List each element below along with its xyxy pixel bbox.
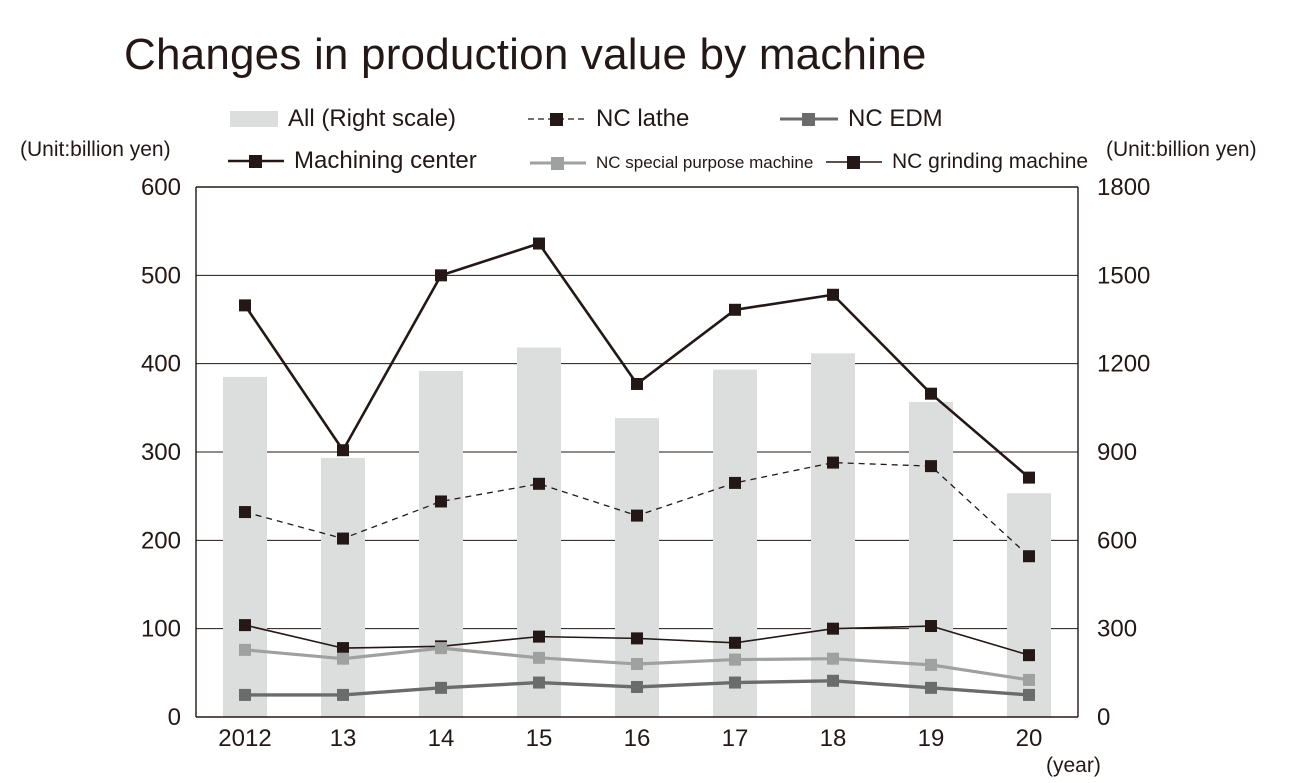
x-tick-label: 13 [330, 725, 357, 752]
x-tick-label: 2012 [218, 725, 271, 752]
series-point [435, 269, 447, 282]
legend-swatch-machining-center [228, 155, 284, 168]
series-lines [239, 237, 1035, 701]
axes [195, 186, 1079, 718]
series-point [239, 619, 251, 632]
series-point [925, 460, 937, 473]
series-point [533, 630, 545, 643]
legend-item-nc-grinding: NC grinding machine [826, 150, 1088, 174]
x-tick-label: 17 [722, 725, 749, 752]
bar-all [615, 418, 659, 717]
series-point [729, 303, 741, 316]
series-point [533, 477, 545, 490]
legend-label-nc-grinding: NC grinding machine [892, 150, 1089, 173]
series-point [925, 658, 937, 671]
left-axis-unit: (Unit:billion yen) [20, 138, 171, 161]
series-point [1023, 471, 1035, 484]
series-point [239, 506, 251, 519]
series-point [631, 509, 643, 522]
series-point [631, 632, 643, 645]
series-point [631, 680, 643, 693]
left-tick-label: 300 [141, 439, 181, 466]
series-point [239, 643, 251, 656]
bar-all [419, 371, 463, 717]
series-point [1023, 688, 1035, 701]
series-point [337, 688, 349, 701]
bar-all [223, 376, 267, 717]
left-tick-label: 100 [141, 616, 181, 643]
chart-title: Changes in production value by machine [124, 30, 927, 79]
series-point [925, 681, 937, 694]
x-tick-label: 16 [624, 725, 651, 752]
series-point [827, 456, 839, 469]
left-tick-label: 400 [141, 351, 181, 378]
series-point [925, 387, 937, 400]
legend-label-machining-center: Machining center [294, 147, 477, 174]
series-point [337, 652, 349, 665]
series-point [1023, 649, 1035, 662]
legend-swatch-nc-edm [780, 113, 838, 126]
left-tick-label: 500 [141, 262, 181, 289]
left-tick-label: 200 [141, 527, 181, 554]
x-tick-label: 15 [526, 725, 553, 752]
series-point [337, 444, 349, 457]
right-axis-unit: (Unit:billion yen) [1106, 138, 1257, 161]
series-point [827, 674, 839, 687]
legend-swatch-all [230, 111, 278, 127]
x-tick-label: 14 [428, 725, 455, 752]
series-point [827, 288, 839, 301]
series-point [533, 237, 545, 250]
legend-item-nc-lathe: NC lathe [528, 105, 689, 133]
series-point [337, 642, 349, 655]
series-point [533, 651, 545, 664]
series-point [435, 642, 447, 655]
series-point [631, 658, 643, 670]
legend-label-nc-lathe: NC lathe [596, 105, 690, 132]
legend-label-nc-special: NC special purpose machine [596, 153, 814, 172]
right-tick-label: 0 [1097, 704, 1110, 731]
legend-label-nc-edm: NC EDM [848, 105, 943, 132]
series-point [925, 620, 937, 633]
left-tick-label: 0 [168, 704, 181, 731]
right-tick-label: 300 [1097, 616, 1137, 643]
bar-all [321, 457, 365, 717]
legend-swatch-nc-grinding [826, 156, 882, 169]
x-tick-label: 19 [918, 725, 945, 752]
series-point [239, 299, 251, 312]
legend-label-all: All (Right scale) [288, 105, 457, 132]
x-tick-label: 20 [1016, 725, 1043, 752]
right-tick-label: 1800 [1097, 174, 1150, 201]
right-tick-label: 600 [1097, 527, 1137, 554]
x-axis-unit: (year) [1046, 754, 1101, 777]
series-point [729, 676, 741, 689]
series-point [337, 532, 349, 545]
legend-item-all: All (Right scale) [230, 105, 456, 133]
series-point [1023, 673, 1035, 686]
series-point [729, 653, 741, 666]
series-point [1023, 550, 1035, 563]
legend-swatch-nc-special [530, 157, 586, 170]
series-point [729, 476, 741, 489]
legend-swatch-nc-lathe [528, 113, 586, 126]
legend-item-nc-special: NC special purpose machine [530, 153, 813, 173]
series-point [435, 681, 447, 694]
tick-labels: 0 100 200 300 400 500 600 0 300 600 900 1200 1500 180… [141, 174, 1150, 752]
series-point [239, 688, 251, 701]
right-tick-label: 900 [1097, 439, 1137, 466]
x-tick-label: 18 [820, 725, 847, 752]
series-point [533, 676, 545, 689]
series-point [729, 636, 741, 649]
series-point [631, 377, 643, 390]
series-point [827, 652, 839, 665]
right-tick-label: 1200 [1097, 351, 1150, 378]
series-point [827, 622, 839, 635]
series-point [435, 495, 447, 508]
right-tick-label: 1500 [1097, 262, 1150, 289]
left-tick-label: 600 [141, 174, 181, 201]
legend-item-machining-center: Machining center [228, 147, 477, 175]
legend-item-nc-edm: NC EDM [780, 105, 943, 133]
